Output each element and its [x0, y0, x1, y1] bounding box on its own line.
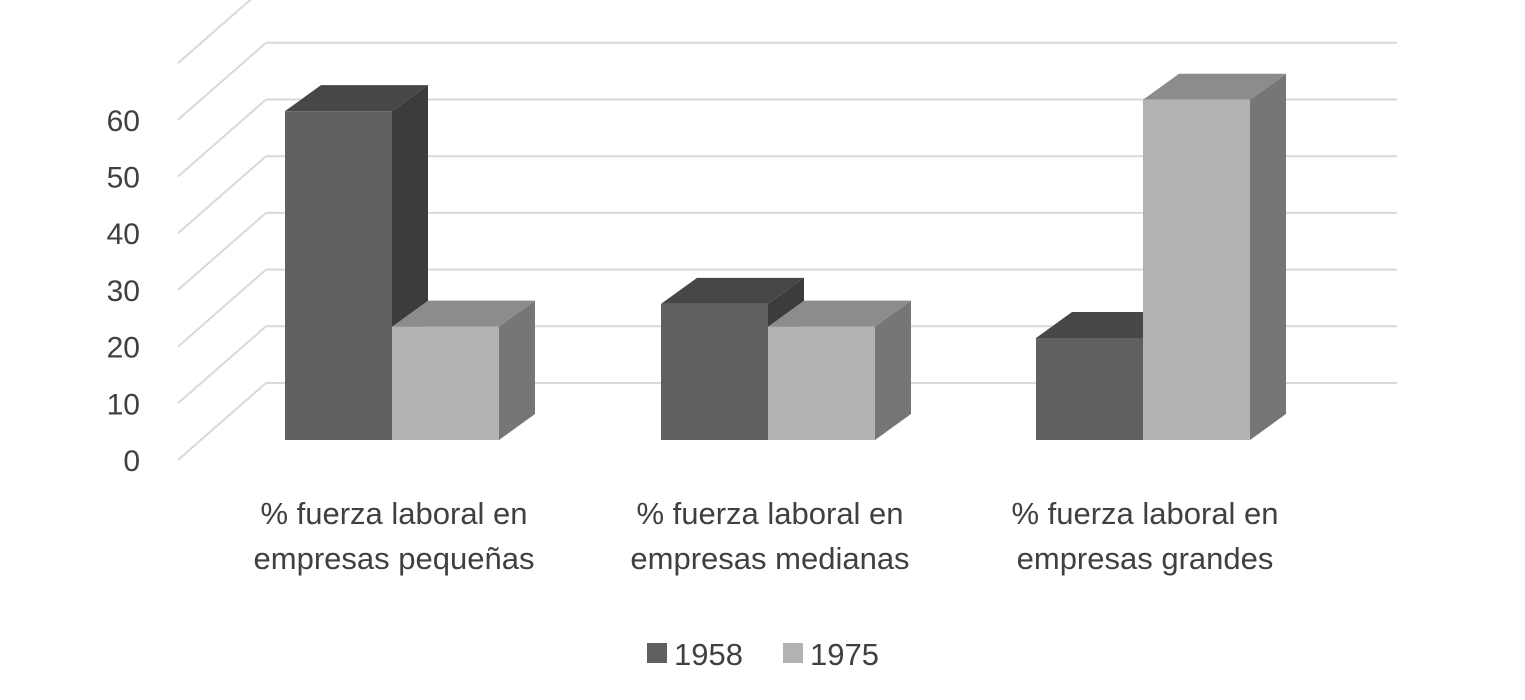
y-tick-label: 0	[123, 445, 140, 478]
legend-swatch	[647, 643, 667, 663]
bar-front-face	[661, 303, 768, 440]
legend-item: 1975	[783, 637, 879, 672]
gridline-diagonal	[177, 0, 252, 64]
bar-side-face	[1250, 73, 1286, 441]
bar-side-face	[499, 300, 535, 440]
bar-front-face	[1036, 337, 1143, 440]
legend-label: 1975	[810, 637, 879, 672]
bars	[285, 73, 1286, 441]
bar-top-face	[768, 300, 911, 327]
bar	[1143, 73, 1286, 441]
y-tick-label: 60	[107, 105, 140, 138]
legend-item: 1958	[647, 637, 743, 672]
bar-front-face	[285, 111, 392, 440]
legend: 1958 1975	[647, 637, 879, 672]
gridline-diagonal	[177, 268, 267, 348]
legend-label: 1958	[674, 637, 743, 672]
x-axis: % fuerza laboral en empresas pequeñas % fu…	[254, 496, 1279, 576]
y-tick-label: 30	[107, 275, 140, 308]
y-tick-label: 40	[107, 218, 140, 251]
bar-side-face	[875, 300, 911, 440]
bar-front-face	[392, 326, 499, 440]
bar-top-face	[392, 300, 535, 327]
gridline-diagonal	[177, 98, 267, 178]
y-axis: 0 10 20 30 40 50 60	[107, 105, 140, 478]
gridline-diagonal	[177, 382, 267, 461]
y-tick-label: 20	[107, 332, 140, 365]
bar-top-face	[661, 277, 804, 304]
y-tick-label: 50	[107, 162, 140, 195]
bar	[392, 300, 535, 440]
gridline-diagonal	[177, 325, 267, 405]
bar-front-face	[1143, 99, 1250, 441]
x-tick-label: % fuerza laboral en empresas pequeñas	[254, 496, 535, 576]
gridline-diagonal	[177, 155, 267, 234]
x-tick-label: % fuerza laboral en empresas medianas	[630, 496, 909, 576]
gridline-diagonal	[177, 42, 267, 121]
gridline-diagonal	[177, 212, 267, 291]
bar-top-face	[1143, 73, 1286, 100]
legend-swatch	[783, 643, 803, 663]
bar-top-face	[285, 85, 428, 112]
bar	[768, 300, 911, 440]
bar-front-face	[768, 326, 875, 440]
x-tick-label: % fuerza laboral en empresas grandes	[1011, 496, 1278, 576]
y-tick-label: 10	[107, 388, 140, 421]
